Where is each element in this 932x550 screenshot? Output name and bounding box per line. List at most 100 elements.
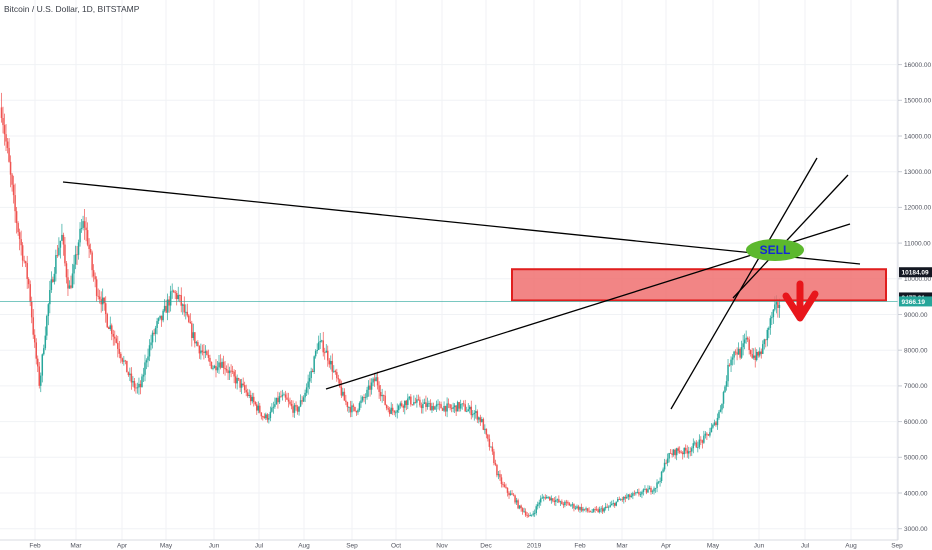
candle-body (233, 371, 235, 377)
y-tick-label: 6000.00 (904, 419, 928, 426)
candle-body (231, 371, 234, 373)
candle-body (316, 349, 318, 352)
candle-body (497, 474, 500, 476)
candle-body (488, 438, 491, 447)
candle-body (505, 486, 507, 488)
candle-body (672, 449, 675, 455)
x-tick-label: May (160, 543, 173, 550)
candle-body (478, 417, 480, 420)
candle-body (612, 503, 614, 504)
candle-body (751, 354, 753, 358)
candle-body (333, 370, 335, 372)
candle-body (352, 405, 355, 407)
candle-body (290, 403, 293, 407)
candle-body (468, 406, 471, 410)
candle-body (67, 277, 69, 289)
candle-body (493, 451, 495, 463)
candle-body (52, 279, 54, 282)
candle-body (484, 428, 486, 430)
candle-body (736, 352, 738, 355)
candle-body (748, 339, 750, 351)
candle-body (610, 503, 613, 506)
candle-body (15, 211, 18, 224)
candle-body (518, 505, 521, 509)
candle-body (44, 335, 47, 349)
candle-body (278, 396, 281, 403)
candle-body (68, 285, 71, 289)
candle-body (254, 402, 257, 405)
candle-body (310, 370, 312, 379)
candle-body (681, 452, 684, 455)
candle-body (675, 448, 678, 456)
candle-body (85, 227, 87, 231)
candle-body (65, 263, 68, 278)
candle-body (745, 337, 747, 340)
candle-body (298, 406, 300, 412)
candle-body (624, 496, 627, 499)
candle-body (583, 508, 586, 510)
candle-body (195, 342, 198, 344)
candle-body (183, 304, 186, 313)
candle-body (259, 405, 261, 413)
candle-body (73, 264, 75, 274)
candle-body (222, 361, 225, 368)
candle-body (666, 458, 669, 464)
candle-body (496, 464, 498, 476)
candle-body (182, 304, 184, 306)
candle-body (716, 417, 719, 426)
candle-body (330, 360, 332, 365)
candle-body (0, 107, 3, 119)
candle-body (733, 351, 735, 358)
candle-body (120, 353, 122, 359)
candle-body (92, 270, 95, 277)
candle-body (194, 332, 196, 344)
candles (0, 92, 781, 518)
candle-body (234, 376, 237, 384)
candle-body (623, 496, 625, 500)
candle-body (269, 411, 272, 418)
candle-body (524, 511, 527, 516)
candle-body (319, 340, 321, 343)
candle-body (27, 278, 30, 285)
candle-body (165, 305, 167, 313)
y-tick-label: 12000.00 (904, 205, 931, 212)
candle-body (506, 487, 509, 493)
candle-body (360, 400, 362, 404)
candle-body (663, 462, 666, 470)
candle-body (615, 501, 618, 506)
y-tick-label: 5000.00 (904, 455, 928, 462)
candle-body (435, 404, 438, 407)
candle-body (721, 403, 723, 410)
candle-body (109, 325, 112, 330)
candle-body (209, 357, 211, 362)
candle-body (367, 385, 370, 390)
candle-body (487, 434, 489, 439)
y-tick-label: 8000.00 (904, 348, 928, 355)
candle-body (260, 412, 263, 417)
candle-body (308, 378, 311, 382)
candle-body (710, 427, 713, 433)
candle-body (342, 391, 344, 396)
candle-body (686, 450, 688, 454)
candle-body (511, 493, 513, 495)
candle-body (30, 301, 33, 318)
candle-body (144, 362, 146, 375)
candle-body (23, 260, 25, 262)
candle-body (656, 482, 658, 488)
candle-body (558, 499, 560, 503)
candle-body (555, 499, 557, 503)
candle-body (366, 389, 368, 398)
candle-body (464, 404, 466, 412)
candle-body (508, 492, 510, 496)
candle-body (730, 359, 732, 366)
candle-body (200, 350, 202, 354)
candle-body (280, 396, 282, 398)
candle-body (336, 372, 338, 379)
candle-body (636, 491, 639, 493)
candle-body (547, 496, 550, 498)
candle-body (600, 508, 602, 510)
candle-body (698, 439, 701, 448)
candle-body (446, 403, 448, 412)
candle-body (257, 405, 260, 411)
candle-body (771, 317, 773, 319)
